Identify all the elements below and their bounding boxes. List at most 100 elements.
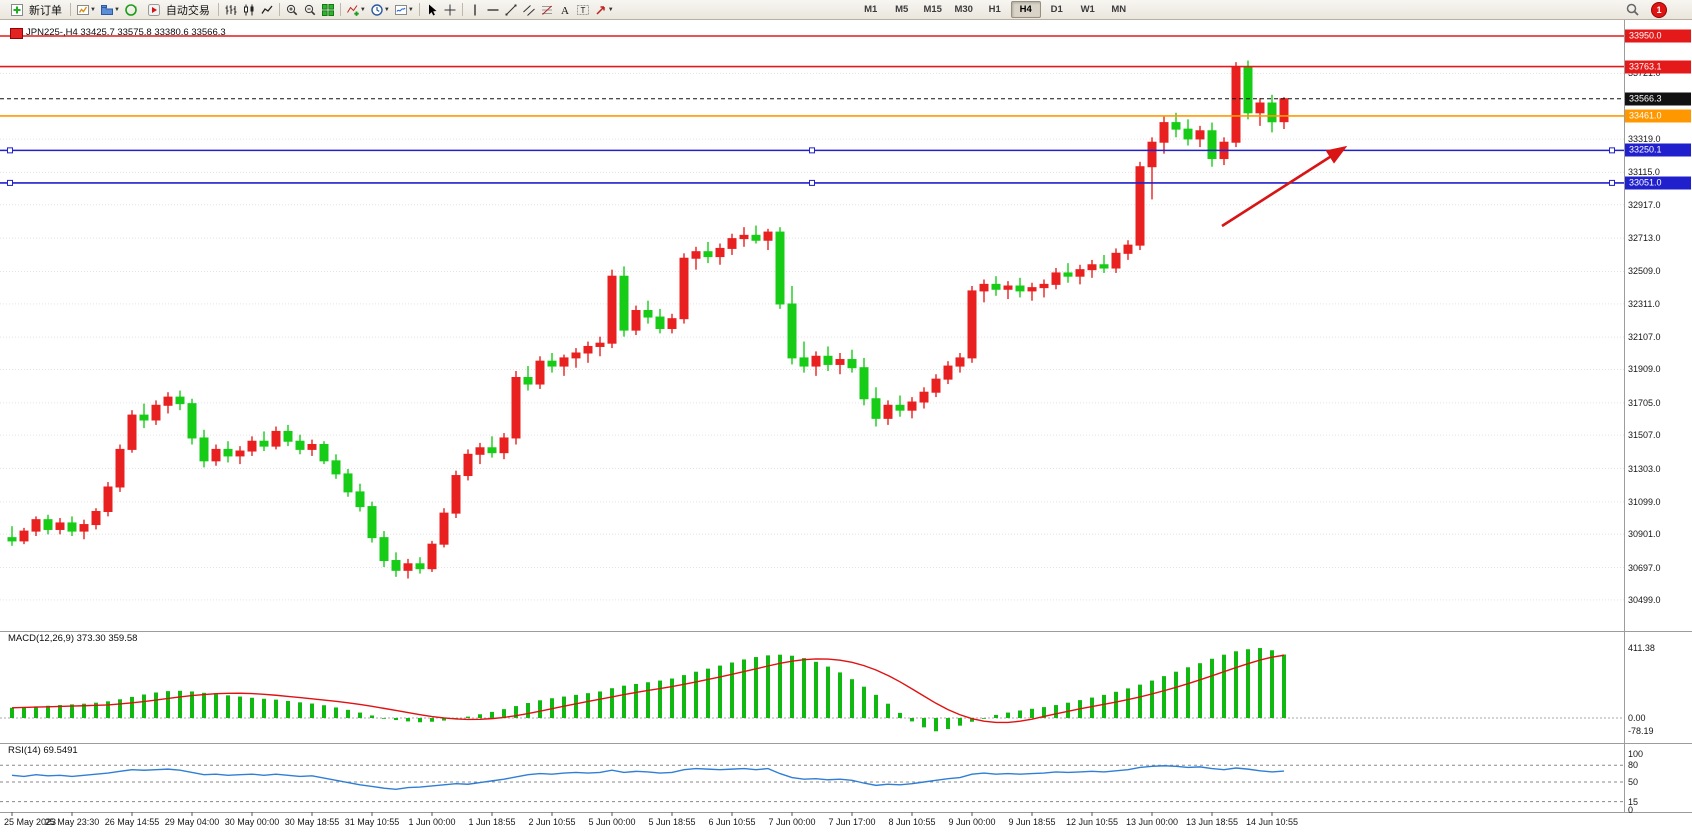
time-axis[interactable] — [0, 813, 1624, 831]
timeframe-H1[interactable]: H1 — [988, 4, 1001, 15]
selection-handle[interactable] — [1609, 179, 1615, 186]
trend-arrow-annotation[interactable] — [1221, 145, 1348, 228]
bar-chart-icon[interactable] — [222, 2, 240, 18]
candlestick-chart-icon[interactable] — [240, 2, 258, 18]
candlestick — [187, 398, 197, 445]
chevron-down-icon[interactable]: ▼ — [607, 6, 614, 13]
horizontal-line-icon[interactable] — [484, 2, 502, 18]
candlestick — [775, 227, 785, 309]
timeframe-toolbar: M1 M5 M15 M30 H1 H4 D1 W1 MN — [856, 1, 1134, 18]
candlestick — [223, 441, 233, 463]
candlestick — [19, 527, 29, 545]
zoom-in-icon[interactable] — [283, 2, 301, 18]
candlestick — [1267, 94, 1277, 133]
candlestick — [163, 392, 173, 414]
trendline-icon[interactable] — [502, 2, 520, 18]
channel-icon[interactable] — [520, 2, 538, 18]
chevron-down-icon[interactable]: ▼ — [359, 6, 366, 13]
candlestick — [247, 436, 257, 456]
candlestick — [451, 470, 461, 519]
selection-handle[interactable] — [809, 179, 815, 186]
search-icon[interactable] — [1623, 2, 1641, 18]
candlestick — [883, 400, 893, 425]
timeframe-M30[interactable]: M30 — [954, 4, 973, 15]
chevron-down-icon[interactable]: ▼ — [383, 6, 390, 13]
selection-handle[interactable] — [809, 147, 815, 154]
timeframe-D1[interactable]: D1 — [1050, 4, 1063, 15]
candlestick — [1183, 119, 1193, 146]
candlestick — [991, 276, 1001, 296]
candlestick — [55, 518, 65, 535]
candlestick — [703, 241, 713, 264]
indicators-icon[interactable] — [344, 2, 362, 18]
fibonacci-icon[interactable] — [538, 2, 556, 18]
timeframe-M5[interactable]: M5 — [895, 4, 909, 15]
candlestick — [1255, 98, 1265, 126]
candlestick — [379, 531, 389, 568]
price-axis[interactable] — [1625, 20, 1692, 812]
toolbar-separator — [461, 3, 463, 16]
text-icon[interactable]: A — [556, 2, 574, 18]
candlestick — [679, 253, 689, 324]
timeframe-MN[interactable]: MN — [1111, 4, 1127, 15]
svg-text:T: T — [580, 6, 585, 15]
candlestick — [1123, 240, 1133, 260]
profiles-icon[interactable] — [98, 2, 116, 18]
timeframe-M1[interactable]: M1 — [864, 4, 878, 15]
text-label-icon[interactable]: T — [574, 2, 592, 18]
selection-handle[interactable] — [7, 179, 13, 186]
candlestick — [7, 526, 17, 546]
market-watch-icon[interactable] — [122, 2, 140, 18]
candlestick — [439, 508, 449, 548]
candlestick — [283, 424, 293, 447]
candlestick — [1003, 281, 1013, 300]
toolbar-separator — [278, 3, 280, 16]
periods-icon[interactable] — [368, 2, 386, 18]
chevron-down-icon[interactable]: ▼ — [113, 6, 120, 13]
candlestick — [175, 390, 185, 411]
candlestick — [763, 228, 773, 251]
candlestick — [1171, 112, 1181, 138]
candlestick — [67, 516, 77, 537]
candlestick — [43, 514, 53, 535]
cursor-icon[interactable] — [423, 2, 441, 18]
candlestick — [499, 433, 509, 460]
candlestick — [91, 508, 101, 530]
candlestick — [367, 501, 377, 543]
notification-badge[interactable]: 1 — [1651, 1, 1667, 18]
candlestick — [1231, 62, 1241, 148]
tile-windows-icon[interactable] — [319, 2, 337, 18]
new-order-button[interactable]: 新订单 — [3, 1, 67, 19]
candlestick — [319, 441, 329, 465]
candlestick — [847, 349, 857, 373]
candlestick — [1243, 60, 1253, 120]
candlestick — [415, 557, 425, 574]
timeframe-H4[interactable]: H4 — [1010, 1, 1041, 18]
zoom-out-icon[interactable] — [301, 2, 319, 18]
crosshair-icon[interactable] — [441, 2, 459, 18]
candlestick — [475, 442, 485, 465]
chevron-down-icon[interactable]: ▼ — [90, 6, 96, 13]
new-order-label: 新订单 — [29, 4, 62, 17]
candlestick — [535, 356, 545, 389]
arrows-icon[interactable] — [592, 2, 610, 18]
candlestick — [463, 449, 473, 481]
candlestick — [1015, 277, 1025, 298]
vertical-line-icon[interactable] — [466, 2, 484, 18]
selection-handle[interactable] — [1609, 147, 1615, 154]
candlestick — [919, 387, 929, 409]
templates-icon[interactable] — [392, 2, 410, 18]
candlestick — [307, 439, 317, 456]
candlestick — [835, 352, 845, 375]
candlestick — [895, 395, 905, 417]
chart-ohlc-title: JPN225-,H4 33425.7 33575.8 33380.6 33566… — [26, 27, 226, 38]
timeframe-M15[interactable]: M15 — [923, 4, 942, 15]
chevron-down-icon[interactable]: ▼ — [407, 6, 414, 13]
selection-handle[interactable] — [7, 147, 13, 154]
auto-trading-button[interactable]: 自动交易 — [140, 1, 215, 19]
candlestick — [259, 431, 269, 452]
new-chart-icon[interactable] — [74, 2, 92, 18]
timeframe-W1[interactable]: W1 — [1080, 4, 1095, 15]
line-chart-icon[interactable] — [258, 2, 276, 18]
